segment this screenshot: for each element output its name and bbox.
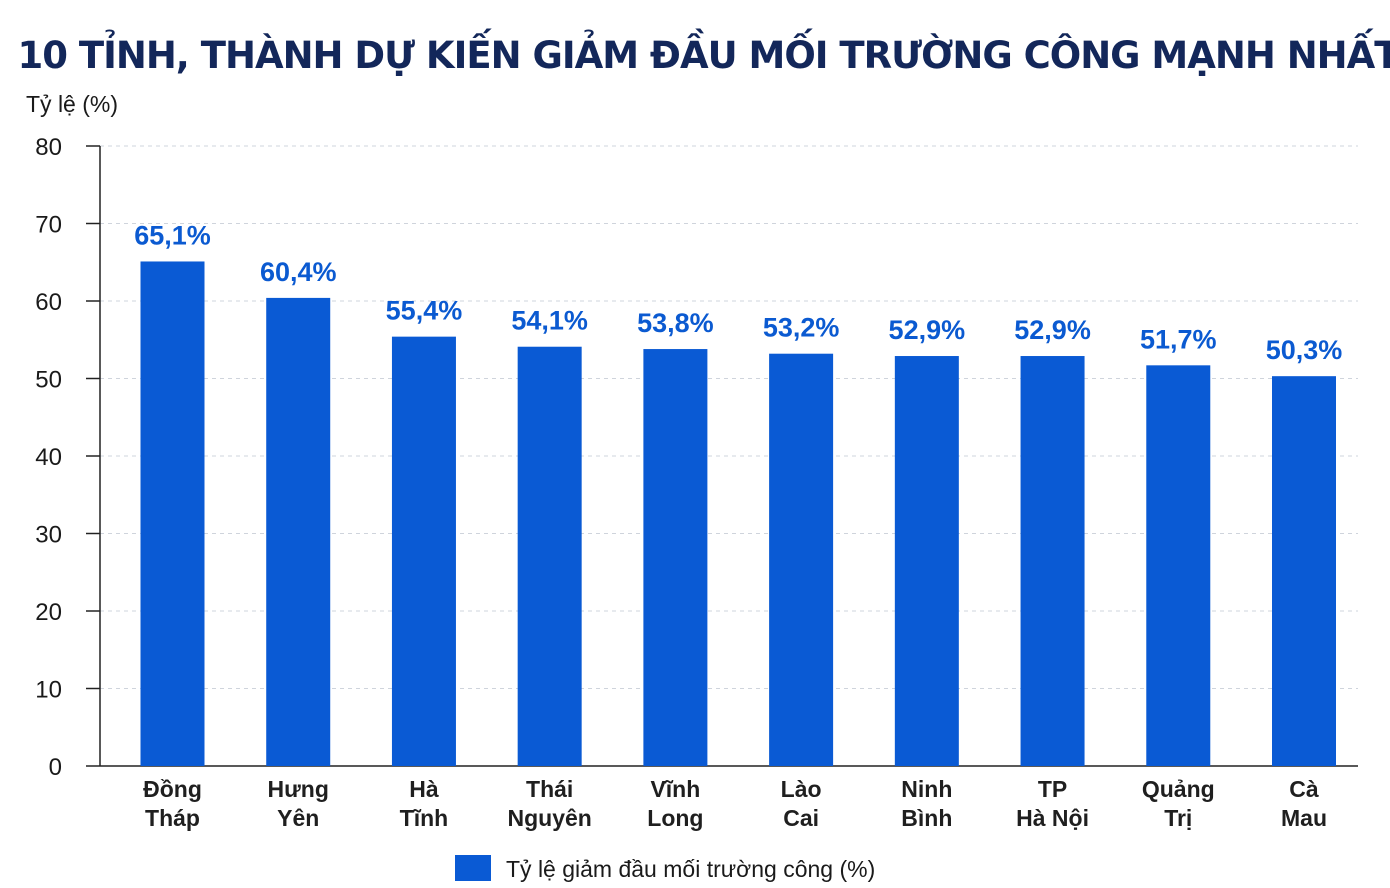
y-tick-label: 40 (35, 444, 62, 471)
bar (1146, 365, 1211, 766)
x-tick-label-line: Long (647, 805, 703, 831)
bar (517, 346, 582, 766)
x-tick-label: Hưng Yên (268, 776, 329, 831)
x-tick-label-line: Đồng (143, 776, 202, 802)
data-label: 50,3% (1266, 335, 1343, 365)
x-tick-label-line: Bình (901, 805, 952, 831)
x-tick-label-line: Tháp (145, 805, 200, 831)
x-tick-label: Đồng Tháp (143, 776, 202, 831)
bar (391, 336, 456, 766)
y-tick-label: 30 (35, 522, 62, 549)
x-tick-label: Thái Nguyên (507, 776, 591, 831)
bar (140, 261, 205, 766)
y-tick-label: 0 (49, 754, 62, 781)
y-tick-label: 70 (35, 212, 62, 239)
chart-title: 10 TỈNH, THÀNH DỰ KIẾN GIẢM ĐẦU MỐI TRƯỜ… (18, 28, 1390, 77)
data-label: 52,9% (1014, 315, 1091, 345)
y-axis-ticks: 0 10 20 30 40 50 60 70 80 (35, 134, 62, 781)
x-tick-label-line: Thái (526, 776, 573, 802)
x-tick-label-line: Yên (277, 805, 319, 831)
bar (769, 353, 834, 766)
data-label: 53,8% (637, 308, 714, 338)
data-label: 65,1% (134, 220, 211, 250)
x-tick-label: Lào Cai (781, 776, 822, 831)
bars (140, 261, 1336, 766)
data-labels: 65,1% 60,4% 55,4% 54,1% 53,8% 53,2% 52,9% 52,9%… (134, 220, 1342, 365)
y-axis-label: Tỷ lệ (%) (26, 91, 118, 117)
data-label: 60,4% (260, 257, 337, 287)
x-axis-ticks: Đồng Tháp Hưng Yên Hà Tĩnh Thái Nguyên Vĩnh Long L… (143, 776, 1327, 831)
legend-label: Tỷ lệ giảm đầu mối trường công (%) (506, 856, 875, 882)
x-tick-label-line: Quảng (1142, 776, 1215, 802)
x-tick-label: Quảng Trị (1142, 776, 1215, 831)
legend: Tỷ lệ giảm đầu mối trường công (%) (455, 855, 875, 882)
x-tick-label: Ninh Bình (901, 776, 952, 831)
data-label: 53,2% (763, 313, 840, 343)
y-tick-label: 10 (35, 677, 62, 704)
x-tick-label-line: Ninh (901, 776, 952, 802)
x-tick-label-line: Trị (1164, 805, 1192, 831)
x-tick-label-line: Hà (409, 776, 439, 802)
x-tick-label-line: Cai (783, 805, 819, 831)
bar (894, 356, 959, 766)
x-tick-label-line: Lào (781, 776, 822, 802)
x-tick-label-line: Hưng (268, 776, 329, 802)
x-tick-label: Cà Mau (1281, 776, 1327, 831)
x-tick-label: Vĩnh Long (647, 776, 703, 831)
x-tick-label-line: Hà Nội (1016, 805, 1089, 831)
bar (643, 349, 708, 766)
x-tick-label-line: TP (1038, 776, 1067, 802)
data-label: 51,7% (1140, 324, 1217, 354)
x-tick-label-line: Nguyên (507, 805, 591, 831)
y-tick-label: 50 (35, 367, 62, 394)
data-label: 54,1% (511, 306, 588, 336)
y-tick-label: 20 (35, 599, 62, 626)
x-tick-label: TP Hà Nội (1016, 776, 1089, 831)
y-tick-label: 60 (35, 289, 62, 316)
data-label: 55,4% (386, 296, 463, 326)
x-tick-label-line: Tĩnh (400, 805, 449, 831)
x-tick-label: Hà Tĩnh (400, 776, 449, 831)
x-tick-label-line: Vĩnh (650, 776, 700, 802)
y-tick-label: 80 (35, 134, 62, 161)
data-label: 52,9% (889, 315, 966, 345)
legend-swatch (455, 855, 491, 881)
x-tick-label-line: Cà (1289, 776, 1319, 802)
bar (1020, 356, 1085, 766)
bar (266, 297, 331, 766)
bar (1272, 376, 1336, 766)
x-tick-label-line: Mau (1281, 805, 1327, 831)
